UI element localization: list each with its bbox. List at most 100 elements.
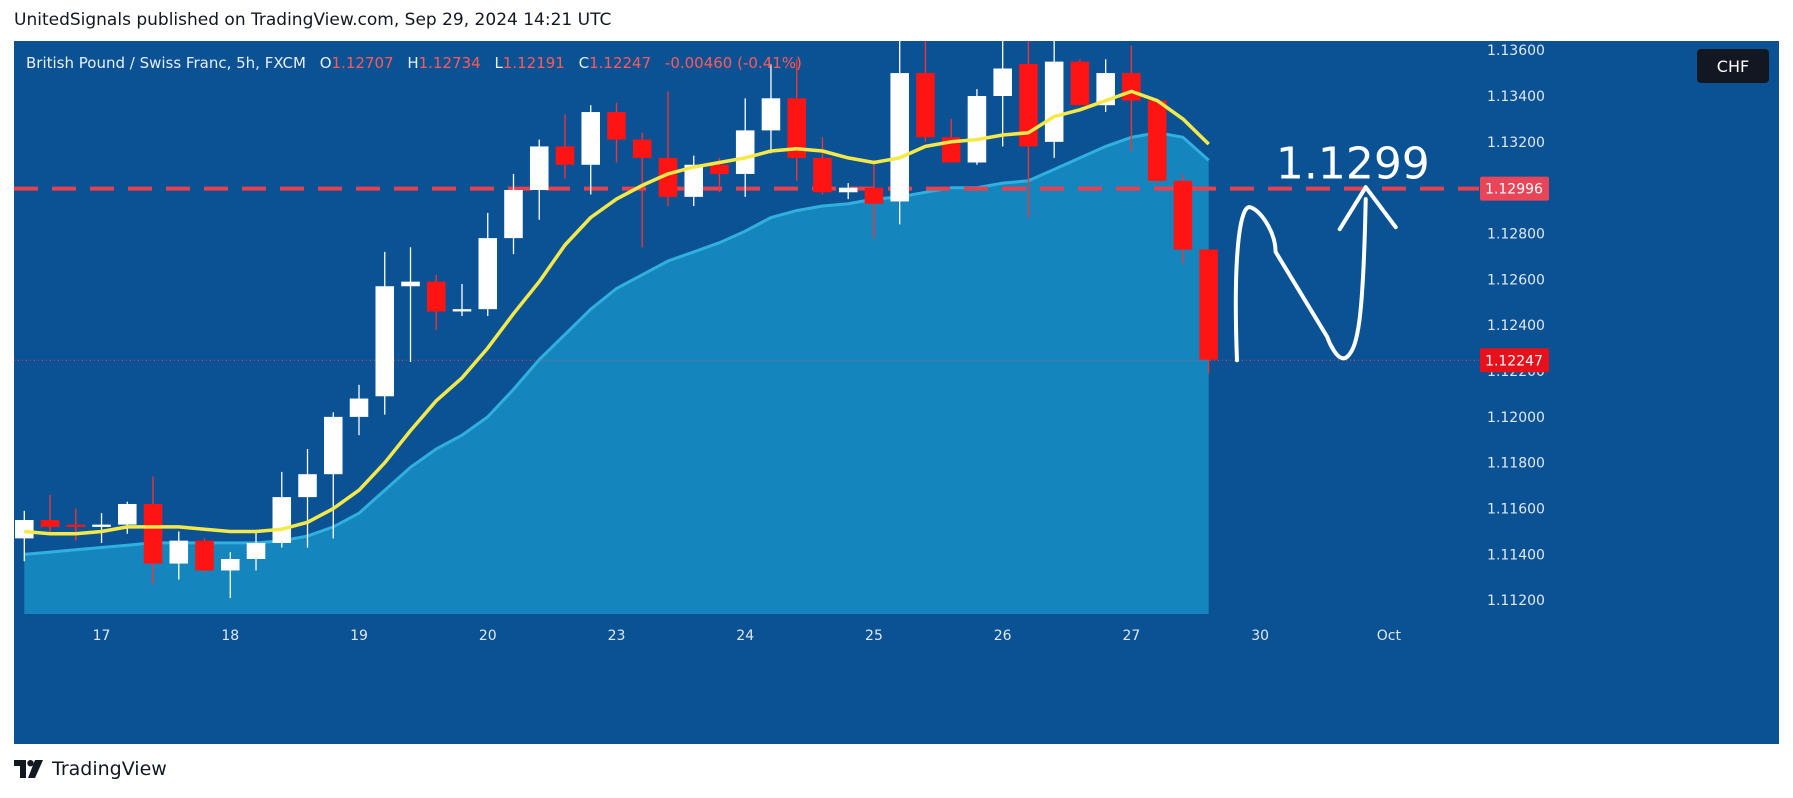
candle-body (40, 520, 60, 527)
time-tick-label: 19 (350, 628, 368, 644)
candle (529, 139, 549, 220)
candle-body (735, 130, 755, 174)
candle-body (195, 540, 214, 571)
candle (221, 552, 240, 598)
candle-body (1044, 61, 1064, 142)
candle (735, 98, 755, 197)
candle (838, 183, 858, 200)
last-price-badge: 1.12247 (1480, 348, 1549, 373)
candle (323, 412, 343, 539)
slow-ma-area (24, 131, 1210, 614)
candle (40, 494, 60, 534)
candle (993, 41, 1012, 147)
candle (1044, 41, 1064, 158)
candle (813, 137, 832, 195)
time-axis: 17 18 19 20 23 24 25 26 27 30 Oct (93, 628, 1402, 644)
close-label: C (578, 54, 590, 72)
candle-body (1147, 100, 1167, 181)
fast-ma-path (24, 89, 1210, 536)
price-tick-label: 1.12400 (1487, 318, 1545, 334)
last-badge-text: 1.12247 (1485, 353, 1543, 369)
candle (298, 448, 317, 548)
candle-body (1173, 180, 1193, 250)
time-tick-label: Oct (1377, 628, 1402, 644)
time-tick-label: 30 (1251, 628, 1269, 644)
low-label: L (494, 54, 503, 72)
publish-header: UnitedSignals published on TradingView.c… (14, 10, 612, 30)
price-tick-label: 1.12800 (1487, 227, 1545, 243)
projection-path (1233, 197, 1368, 363)
open-value: 1.12707 (331, 54, 394, 72)
candle-body (478, 238, 498, 310)
candle (169, 531, 189, 580)
candle-body (761, 98, 781, 131)
candle-body (504, 189, 523, 239)
high-value: 1.12734 (418, 54, 481, 72)
time-tick-label: 24 (736, 628, 754, 644)
candle-body (581, 112, 600, 165)
candle (864, 160, 884, 239)
low-value: 1.12191 (502, 54, 565, 72)
open-label: O (319, 54, 332, 72)
candle (684, 155, 703, 207)
candle (143, 476, 163, 585)
candle-body (658, 157, 678, 197)
candle (504, 173, 523, 255)
candle-body (1122, 73, 1141, 101)
time-tick-label: 26 (994, 628, 1012, 644)
candle-body (864, 187, 884, 204)
tradingview-footer[interactable]: TradingView (14, 758, 167, 780)
candle-body (375, 286, 395, 397)
symbol-legend: British Pound / Swiss Franc, 5h, FXCM O1… (26, 54, 802, 72)
price-tick-label: 1.11800 (1487, 456, 1545, 472)
close-value: 1.12247 (589, 54, 652, 72)
candle-body (813, 157, 832, 193)
candle-body (1070, 61, 1090, 106)
time-tick-label: 25 (865, 628, 883, 644)
slow-ma-line (24, 131, 1210, 556)
candle (890, 41, 909, 225)
time-tick-label: 23 (608, 628, 626, 644)
candle-body (118, 503, 137, 525)
candles (15, 41, 1218, 598)
candle-body (916, 73, 935, 138)
high-label: H (407, 54, 419, 72)
candle-body (607, 112, 626, 140)
time-tick-label: 20 (479, 628, 497, 644)
candlestick-chart[interactable]: 1.1299 1.13600 1.13400 1.13200 1.12800 1.126… (14, 41, 1779, 744)
projection-drawing: 1.1299 (1233, 139, 1430, 363)
candle-body (15, 520, 34, 539)
candle (92, 513, 111, 543)
candle-body (426, 281, 446, 312)
candle (1147, 98, 1167, 184)
candle-body (349, 398, 369, 417)
price-axis: 1.13600 1.13400 1.13200 1.12800 1.12600 1.124… (1480, 43, 1549, 609)
candle-body (555, 146, 575, 165)
price-tick-label: 1.11600 (1487, 502, 1545, 518)
candle-body (993, 68, 1012, 97)
price-tick-label: 1.13200 (1487, 135, 1545, 151)
candle (195, 538, 214, 573)
candle (581, 105, 600, 195)
candle (1070, 59, 1090, 106)
candle (967, 89, 987, 165)
tradingview-logo-icon (14, 760, 43, 778)
candle-body (1019, 63, 1038, 147)
candle (761, 63, 781, 154)
fast-ma-line (24, 89, 1210, 536)
candle-body (838, 187, 858, 193)
price-tick-label: 1.13600 (1487, 43, 1545, 59)
price-tick-label: 1.11200 (1487, 593, 1545, 609)
candle-body (401, 281, 420, 287)
candle (426, 274, 446, 330)
candle (555, 114, 575, 179)
currency-button[interactable]: CHF (1697, 49, 1769, 83)
candle (272, 471, 292, 548)
chart-frame[interactable]: 1.1299 1.13600 1.13400 1.13200 1.12800 1.126… (14, 41, 1779, 744)
candle-body (787, 98, 806, 158)
time-tick-label: 27 (1123, 628, 1141, 644)
change-value: -0.00460 (-0.41%) (664, 54, 802, 72)
target-price-badge: 1.12996 (1480, 176, 1549, 201)
candle-body (169, 540, 189, 564)
candle (787, 59, 806, 181)
